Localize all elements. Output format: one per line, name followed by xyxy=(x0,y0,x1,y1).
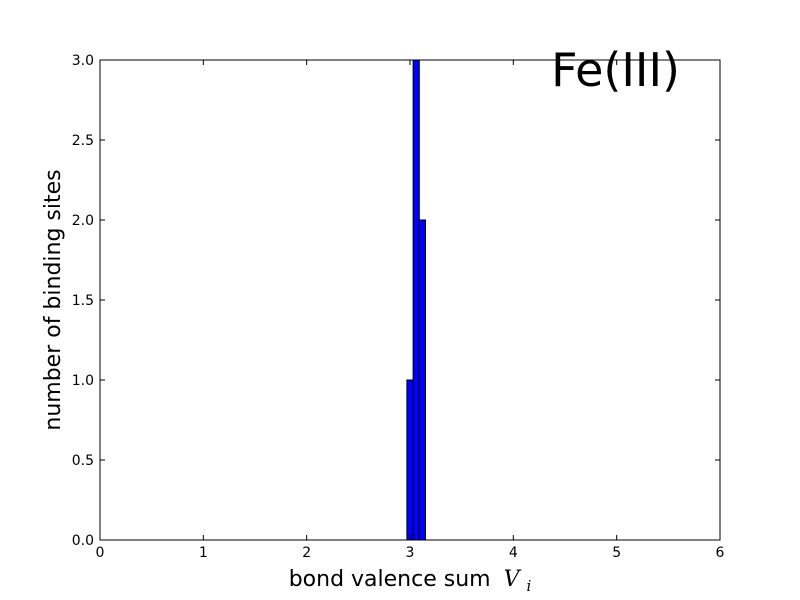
chart-annotation: Fe(III) xyxy=(551,43,680,97)
y-tick-label: 3.0 xyxy=(72,53,94,69)
x-axis-label-symbol: V xyxy=(504,567,522,592)
y-tick-label: 1.5 xyxy=(72,293,94,309)
x-axis-label-text: bond valence sum xyxy=(289,567,491,592)
x-tick-label: 4 xyxy=(509,545,518,561)
x-axis-label-subscript: i xyxy=(526,577,531,595)
histogram-bar xyxy=(412,59,420,541)
x-tick-label: 5 xyxy=(612,545,621,561)
y-axis-label: number of binding sites xyxy=(41,169,66,430)
x-tick-label: 0 xyxy=(96,545,105,561)
histogram-bar xyxy=(406,379,414,541)
x-tick-label: 6 xyxy=(716,545,725,561)
y-tick-label: 0.5 xyxy=(72,453,94,469)
bars-group xyxy=(406,59,426,541)
x-tick-label: 1 xyxy=(199,545,208,561)
y-tick-label: 2.5 xyxy=(72,133,94,149)
x-tick-label: 3 xyxy=(406,545,415,561)
ticks-group: 0 1 2 3 4 5 6 0.0 0.5 1.0 1.5 2.0 2.5 3.0 xyxy=(72,53,725,561)
y-tick-label: 1.0 xyxy=(72,373,94,389)
y-tick-label: 0.0 xyxy=(72,533,94,549)
histogram-bar xyxy=(418,219,426,541)
x-axis-label: bond valence sum V i xyxy=(289,567,532,595)
y-tick-label: 2.0 xyxy=(72,213,94,229)
x-tick-label: 2 xyxy=(302,545,311,561)
